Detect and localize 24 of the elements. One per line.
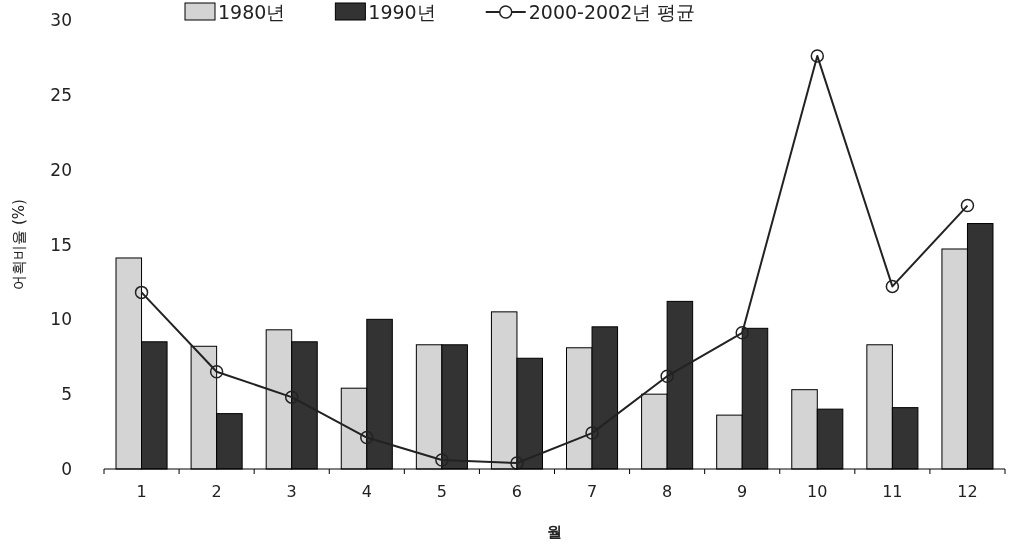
y-tick-label: 20 bbox=[50, 159, 72, 180]
point bbox=[209, 364, 224, 379]
point bbox=[360, 430, 374, 445]
point bbox=[885, 279, 900, 294]
legend-label: 1980년 bbox=[218, 1, 286, 23]
x-axis-title: 월 bbox=[547, 523, 562, 541]
y-tick-label: 5 bbox=[61, 384, 72, 405]
legend-label: 1990년 bbox=[368, 1, 436, 23]
point bbox=[435, 453, 449, 467]
point bbox=[585, 426, 599, 440]
y-tick-label: 10 bbox=[50, 309, 72, 330]
point bbox=[960, 198, 975, 213]
legend-label: 2000-2002년 평균 bbox=[528, 1, 696, 23]
point bbox=[660, 369, 674, 383]
y-tick-label: 15 bbox=[50, 234, 72, 255]
point bbox=[284, 390, 299, 404]
point bbox=[735, 326, 749, 340]
point bbox=[810, 49, 825, 63]
point bbox=[510, 456, 524, 470]
y-axis-title: 어획비율 (%) bbox=[10, 199, 28, 290]
point bbox=[134, 285, 149, 300]
y-tick-label: 30 bbox=[50, 10, 72, 30]
y-tick-label: 0 bbox=[61, 459, 72, 479]
y-tick-label: 25 bbox=[50, 84, 72, 105]
